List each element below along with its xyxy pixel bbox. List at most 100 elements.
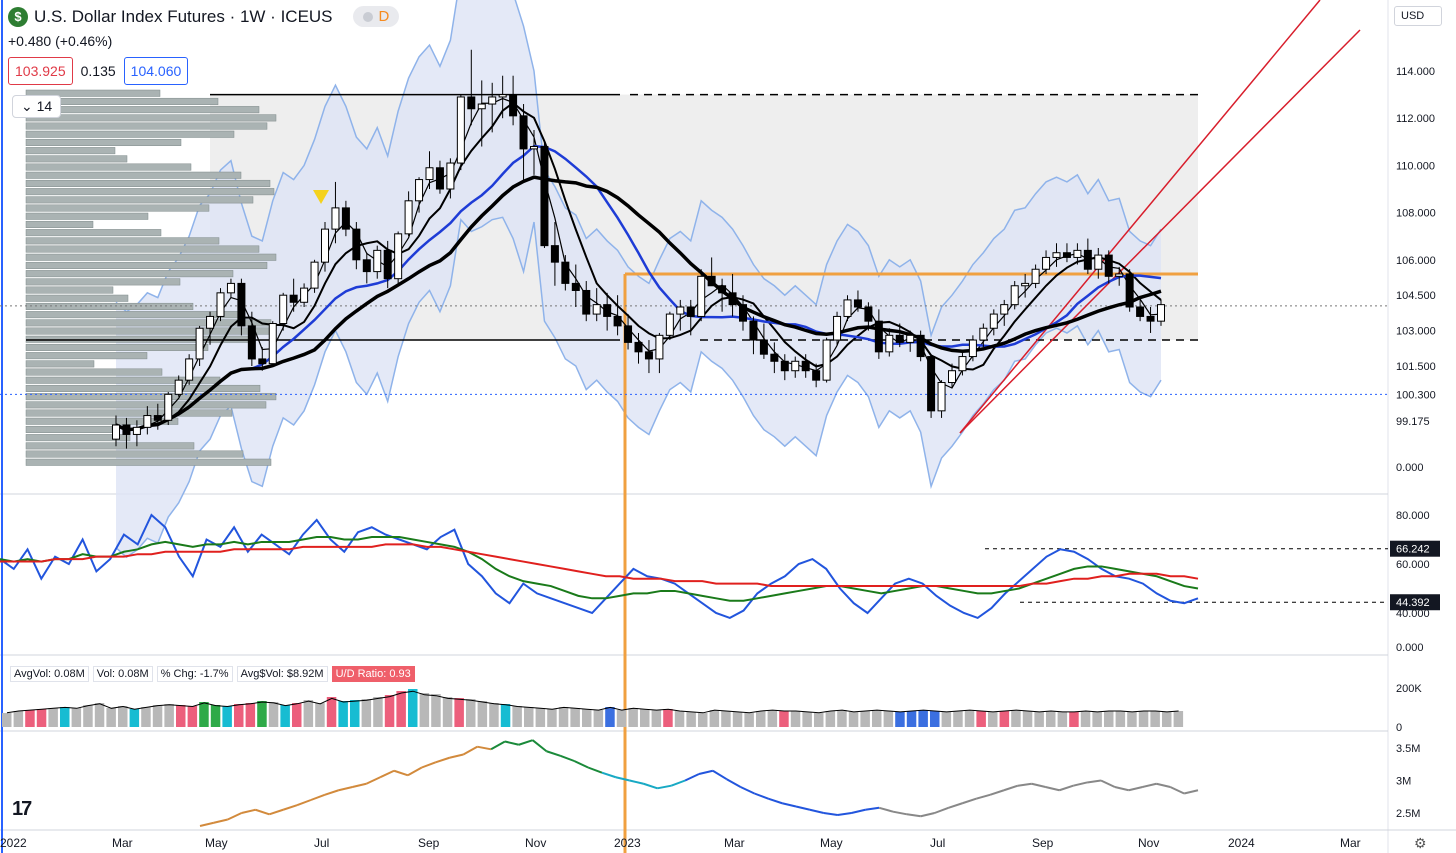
obv-segment (560, 754, 575, 762)
candle (519, 115, 528, 150)
candle (268, 323, 277, 365)
volume-bar (953, 711, 963, 727)
candle (132, 426, 141, 435)
obv-segment (1183, 789, 1199, 795)
obv-segment (1156, 782, 1171, 788)
volume-bar (616, 710, 627, 727)
volume-bar (48, 708, 58, 727)
volume-bar (326, 697, 337, 727)
volume-bar (825, 711, 836, 727)
volume-bar (570, 708, 580, 727)
volume-avg-line (6, 690, 1179, 714)
obv-segment (1128, 786, 1143, 792)
obv-segment (352, 782, 367, 788)
candle (415, 179, 424, 202)
volume-bar (1104, 711, 1114, 727)
volume-profile-bar (25, 343, 209, 351)
candle (1073, 249, 1082, 258)
candle (989, 313, 998, 329)
obv-segment (407, 766, 423, 777)
time-tick-label: May (205, 836, 228, 850)
candle (770, 353, 779, 362)
volume-bar (361, 699, 372, 727)
obv-segment (379, 769, 395, 779)
candle (477, 103, 486, 110)
volume-profile-bar (25, 327, 275, 335)
volume-bar (1011, 710, 1021, 727)
time-tick-label: Sep (1032, 836, 1054, 850)
rsi-tick-label: 80.000 (1396, 510, 1430, 522)
candle (185, 358, 194, 381)
obv-segment (837, 812, 852, 816)
volume-bar (1034, 712, 1044, 727)
rsi-marker-label: 66.242 (1396, 544, 1430, 556)
volume-bar (268, 702, 279, 727)
candle (697, 275, 706, 317)
volume-bar (593, 710, 604, 727)
volume-bar (222, 706, 232, 727)
bid-button[interactable]: 103.925 (8, 57, 73, 85)
obv-segment (670, 779, 686, 787)
volume-bar (1127, 712, 1137, 727)
price-tick-label: 101.500 (1396, 361, 1436, 373)
volume-bar (25, 710, 35, 727)
volume-profile-bar (25, 163, 192, 171)
obv-segment (1073, 781, 1088, 787)
candle (1010, 285, 1019, 306)
volume-bar (524, 707, 534, 727)
time-tick-label: Mar (112, 836, 133, 850)
candle (958, 356, 967, 372)
rsi-series-line (0, 536, 1199, 602)
gear-icon[interactable]: ⚙ (1414, 835, 1427, 851)
candle (362, 259, 371, 273)
volume-profile-bar (25, 302, 194, 310)
volume-bar (396, 691, 406, 727)
time-tick-label: Mar (724, 836, 745, 850)
obv-segment (338, 786, 353, 792)
volume-bar (83, 705, 93, 727)
ma-blue-line (115, 144, 1162, 431)
candle (906, 334, 915, 343)
volume-bar (709, 710, 720, 727)
candle (665, 313, 674, 336)
obv-segment (393, 769, 409, 777)
candle (1094, 254, 1103, 270)
volume-bar (837, 710, 847, 727)
indicators-collapse-button[interactable]: ⌄ 14 (12, 95, 62, 118)
time-tick-label: 2022 (0, 836, 27, 850)
volume-profile-bar (25, 229, 162, 237)
rsi-tick-label: 0.000 (1396, 642, 1424, 654)
ask-button[interactable]: 104.060 (123, 57, 189, 85)
candle (404, 200, 413, 235)
volume-bar (895, 712, 905, 727)
candle (341, 207, 350, 230)
candle (718, 285, 727, 294)
candle (874, 320, 883, 353)
candle (310, 261, 319, 289)
price-tick-label: 110.000 (1396, 160, 1435, 172)
ud-ratio-label: U/D Ratio: 0.93 (331, 666, 415, 682)
pill-label: D (378, 8, 390, 25)
volume-bar (663, 709, 673, 727)
candle (550, 245, 559, 263)
volume-bar (94, 703, 105, 727)
currency-select[interactable]: USD (1394, 6, 1442, 26)
candle (383, 249, 392, 280)
timeframe-pill[interactable]: D (352, 6, 400, 27)
candle (822, 339, 831, 381)
candle (624, 325, 633, 343)
candle (258, 358, 267, 365)
candle (1062, 252, 1071, 258)
tradingview-logo-icon[interactable]: 17 (12, 798, 32, 820)
symbol-title[interactable]: U.S. Dollar Index Futures · 1W · ICEUS (34, 6, 333, 26)
candle (979, 327, 988, 341)
price-tick-label: 114.000 (1396, 66, 1435, 78)
obv-segment (199, 821, 215, 827)
volume-bar (848, 712, 859, 727)
volume-bar (1162, 712, 1172, 727)
volume-profile-bar (25, 409, 233, 417)
volume-profile-bar (25, 130, 235, 138)
time-tick-label: Sep (418, 836, 440, 850)
volume-bar (512, 706, 522, 727)
